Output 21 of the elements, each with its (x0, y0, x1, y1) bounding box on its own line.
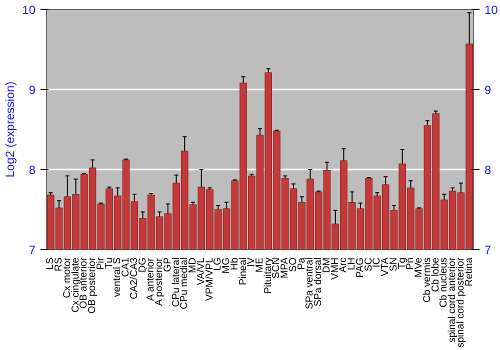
y-tick-label: 8 (28, 163, 36, 177)
x-tick-label: CA2/CA3 (128, 257, 140, 300)
x-tick-label: RS (54, 257, 65, 272)
y-tick-label: 7 (28, 243, 36, 257)
x-tick-label: PAG (354, 257, 366, 278)
y-tick-label: 9 (28, 83, 36, 97)
x-tick-label: DM (321, 257, 332, 274)
y2-tick-label: 8 (484, 163, 492, 177)
y2-tick-label: 7 (484, 243, 492, 257)
x-tick-label: Tg (396, 258, 408, 270)
y-axis-title: Log2 (expression) (3, 81, 18, 178)
x-tick-label: Retina (464, 257, 475, 286)
x-tick-label: spinal cord posterior (455, 256, 466, 348)
y-tick-label: 10 (22, 3, 36, 17)
x-tick-label: SN (388, 257, 400, 272)
x-tick-label: Hb (229, 257, 240, 270)
y2-tick-label: 9 (484, 83, 492, 97)
y2-tick-label: 10 (484, 3, 498, 17)
x-tick-label: ME (254, 257, 266, 272)
x-tick-label: SO (288, 257, 299, 272)
x-tick-label: Pituitary (262, 258, 274, 294)
